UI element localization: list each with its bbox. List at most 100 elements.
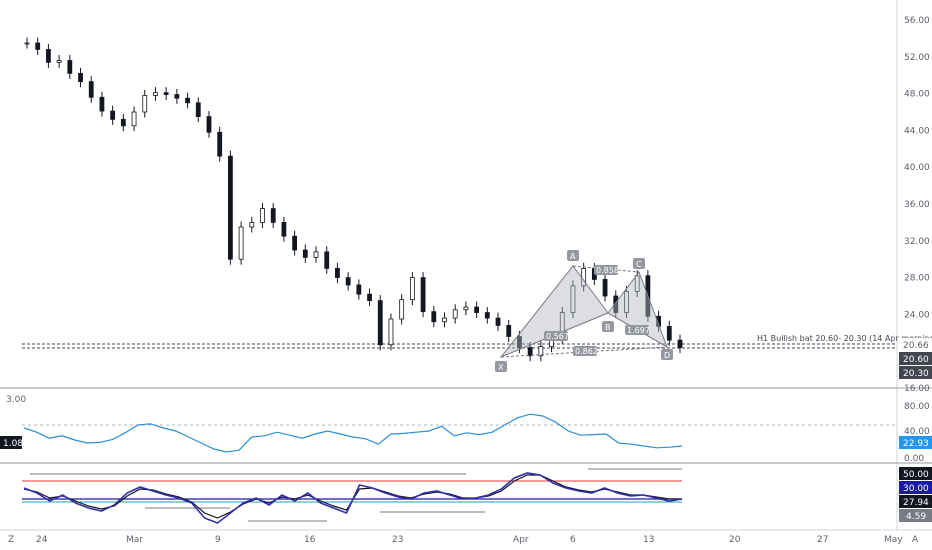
svg-text:20.60: 20.60 xyxy=(903,355,929,365)
price-badge-20-66: 20.66 xyxy=(899,338,932,351)
candle-body xyxy=(24,42,30,45)
candle-body xyxy=(238,226,244,260)
price-tick: 36.00 xyxy=(904,200,930,210)
candle-body xyxy=(260,208,265,223)
candle-body xyxy=(185,97,190,104)
candle-body xyxy=(292,235,298,251)
candle-body xyxy=(88,81,94,98)
candle-body xyxy=(613,295,619,313)
time-label: May xyxy=(884,535,903,545)
svg-text:0.862: 0.862 xyxy=(575,347,598,356)
price-panel[interactable] xyxy=(0,0,897,388)
point-label-d[interactable]: D xyxy=(661,349,673,360)
svg-text:1.697: 1.697 xyxy=(627,326,650,335)
svg-text:27.94: 27.94 xyxy=(903,498,929,508)
svg-text:D: D xyxy=(664,351,670,360)
price-badge-20-30: 20.30 xyxy=(899,366,932,379)
candle-body xyxy=(99,96,105,112)
candle-body xyxy=(538,346,544,357)
svg-text:22.93: 22.93 xyxy=(903,439,929,449)
stoch-badge-30: 30.00 xyxy=(899,481,932,494)
price-tick: 16.00 xyxy=(904,384,930,394)
candle-body xyxy=(206,116,212,133)
auto-scale-button[interactable]: A xyxy=(912,535,919,545)
price-tick: 32.00 xyxy=(904,237,930,247)
svg-text:0.567: 0.567 xyxy=(546,332,569,341)
ratio-label-xd: 0.862 xyxy=(573,346,598,356)
candle-body xyxy=(677,339,683,348)
candle-body xyxy=(399,299,405,320)
candle-body xyxy=(195,102,201,118)
candle-body xyxy=(570,285,576,313)
candle-body xyxy=(666,325,672,341)
price-axis[interactable]: 56.00 52.00 48.00 44.00 40.00 36.00 32.00 28.00… xyxy=(904,16,930,394)
svg-text:A: A xyxy=(570,252,576,261)
candle-body xyxy=(217,131,223,157)
price-tick: 48.00 xyxy=(904,90,930,100)
candle-body xyxy=(484,312,490,319)
stoch-badge-50: 50.00 xyxy=(899,467,932,480)
svg-text:30.00: 30.00 xyxy=(903,484,929,494)
candle-body xyxy=(110,110,116,120)
candle-body xyxy=(634,275,640,292)
rsi-left-badge: 1.08 xyxy=(0,436,23,449)
candle-body xyxy=(78,72,83,83)
stoch-k-line xyxy=(23,472,683,524)
candle-body xyxy=(46,49,51,63)
time-axis[interactable]: 24 Mar 9 16 23 Apr 6 13 20 27 May xyxy=(36,535,903,545)
candle-body xyxy=(409,277,415,301)
candle-body xyxy=(120,118,126,127)
candle-body xyxy=(495,317,501,326)
candle-body xyxy=(367,293,372,302)
candle-body xyxy=(474,306,480,313)
pattern-annotation: H1 Bullish bat 20.60- 20.30 (14 Apr morn… xyxy=(757,334,932,343)
rsi-line xyxy=(23,413,683,453)
time-label: Apr xyxy=(513,535,529,545)
candle-body xyxy=(67,60,73,74)
rsi-tick-40: 40.00 xyxy=(904,427,930,437)
candle-body xyxy=(624,290,629,313)
candle-body xyxy=(656,315,661,327)
time-label: 27 xyxy=(817,535,828,545)
point-label-x[interactable]: X xyxy=(495,361,507,372)
svg-text:Z: Z xyxy=(8,535,14,545)
bat-pattern[interactable]: X A B C D 0.567 0.858 1.697 0.862 xyxy=(495,250,673,372)
time-label: 24 xyxy=(36,535,48,545)
candle-body xyxy=(527,347,533,357)
point-label-c[interactable]: C xyxy=(633,258,645,269)
svg-text:20.66: 20.66 xyxy=(903,341,929,351)
svg-text:20.30: 20.30 xyxy=(903,369,929,379)
stoch-badge-27-94: 27.94 xyxy=(899,495,932,508)
candle-body xyxy=(345,277,351,286)
price-tick: 52.00 xyxy=(904,53,930,63)
time-label: 9 xyxy=(215,535,221,545)
time-label: 6 xyxy=(570,535,576,545)
svg-text:B: B xyxy=(605,323,611,332)
rsi-tick-80: 80.00 xyxy=(904,402,930,412)
price-tick: 56.00 xyxy=(904,16,930,26)
rsi-left-value: 3.00 xyxy=(6,395,26,405)
candle-body xyxy=(506,325,512,337)
svg-text:X: X xyxy=(498,363,504,372)
candle-body xyxy=(153,92,158,96)
candle-body xyxy=(313,251,319,258)
rsi-panel[interactable]: 3.00 1.08 80.00 40.00 0.00 22.93 xyxy=(0,395,932,464)
stoch-panel[interactable]: 50.00 30.00 27.94 4.59 xyxy=(22,467,932,524)
candles xyxy=(24,37,683,362)
candle-body xyxy=(324,251,330,269)
time-label: Mar xyxy=(126,535,143,545)
candle-body xyxy=(270,208,276,223)
candle-body xyxy=(227,155,233,260)
point-label-b[interactable]: B xyxy=(602,321,614,332)
rsi-tick-0: 0.00 xyxy=(904,454,924,464)
candle-body xyxy=(56,60,62,63)
candle-body xyxy=(388,318,394,346)
pattern-line-bd xyxy=(607,312,668,348)
candle-body xyxy=(131,111,137,127)
ratio-label-bd: 1.697 xyxy=(625,325,650,335)
point-label-a[interactable]: A xyxy=(567,250,579,261)
time-zone-button[interactable]: Z xyxy=(8,535,14,545)
candle-body xyxy=(442,317,447,323)
pattern-line-xd xyxy=(500,346,668,358)
